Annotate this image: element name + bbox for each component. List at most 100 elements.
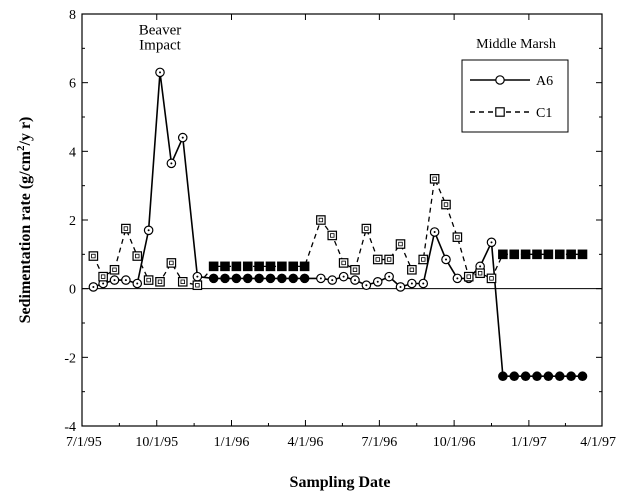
- data-point-dot: [113, 279, 116, 282]
- data-point-c1: [254, 261, 264, 272]
- data-point-a6: [220, 273, 230, 284]
- data-point-c1: [208, 261, 219, 272]
- data-point-inner: [112, 267, 117, 272]
- data-point-dot: [456, 277, 459, 280]
- data-point-inner: [398, 241, 403, 247]
- data-point-inner: [146, 277, 151, 283]
- axes: [81, 13, 603, 427]
- data-point-a6: [231, 273, 242, 284]
- data-point-a6: [566, 371, 576, 382]
- data-point-dot: [102, 282, 105, 285]
- data-point-inner: [386, 257, 392, 262]
- data-point-dot: [319, 277, 322, 280]
- y-axis-title: Sedimentation rate (g/cm2/y r): [15, 117, 34, 324]
- data-point-c1: [441, 199, 451, 210]
- data-point-c1: [498, 249, 508, 260]
- data-point-c1: [418, 254, 429, 265]
- y-tick-label: 4: [69, 145, 76, 160]
- x-tick-label: 7/1/95: [66, 435, 102, 450]
- data-point-dot: [354, 279, 356, 282]
- data-point-c1: [554, 249, 565, 260]
- data-point-a6: [532, 371, 542, 382]
- data-point-c1: [463, 271, 474, 282]
- x-tick-label: 7/1/96: [361, 435, 397, 450]
- data-point-c1: [277, 261, 287, 272]
- y-tick-label: 0: [69, 283, 76, 298]
- data-point-c1: [143, 275, 154, 285]
- legend-box: [461, 59, 569, 133]
- data-point-a6: [242, 273, 253, 284]
- data-point-dot: [331, 279, 334, 282]
- data-point-a6: [520, 371, 531, 382]
- legend-marker-a6: [495, 75, 505, 85]
- data-point-inner: [432, 176, 437, 181]
- data-point-c1: [395, 239, 406, 249]
- data-point-c1: [372, 254, 383, 265]
- x-tick-label: 4/1/97: [580, 435, 616, 450]
- data-point-dot: [159, 71, 161, 74]
- legend-label-c1: C1: [536, 106, 552, 121]
- annotation-text: Beaver: [139, 23, 181, 39]
- data-point-c1: [486, 273, 497, 284]
- data-point-inner: [341, 260, 346, 266]
- data-point-inner: [352, 267, 358, 272]
- legend-marker-c1: [495, 107, 505, 117]
- data-point-a6: [208, 273, 219, 284]
- data-point-inner: [489, 276, 494, 281]
- data-point-c1: [338, 258, 349, 268]
- data-point-c1: [109, 264, 120, 275]
- data-point-dot: [388, 275, 391, 278]
- data-point-c1: [316, 215, 326, 225]
- data-point-inner: [455, 234, 460, 240]
- data-point-inner: [123, 226, 129, 231]
- data-point-dot: [433, 231, 436, 234]
- data-point-inner: [157, 279, 163, 284]
- x-tick-label: 10/1/95: [135, 435, 178, 450]
- data-point-a6: [265, 273, 276, 284]
- data-point-a6: [577, 371, 588, 382]
- data-point-dot: [365, 284, 368, 287]
- data-point-c1: [407, 264, 417, 275]
- x-tick-label: 1/1/96: [214, 435, 250, 450]
- data-point-inner: [169, 260, 174, 266]
- data-point-c1: [98, 271, 108, 282]
- data-point-dot: [445, 258, 447, 261]
- data-point-dot: [376, 280, 379, 283]
- data-point-dot: [170, 162, 173, 165]
- legend-title: Middle Marsh: [476, 37, 556, 52]
- data-point-a6: [543, 371, 554, 382]
- data-point-inner: [330, 233, 335, 238]
- x-axis-title: Sampling Date: [290, 474, 391, 491]
- legend: Middle Marsh A6 C1: [461, 37, 569, 133]
- data-point-a6: [498, 371, 508, 382]
- data-point-inner: [135, 253, 140, 259]
- data-point-inner: [91, 253, 96, 259]
- data-point-c1: [532, 249, 542, 260]
- data-point-c1: [299, 261, 310, 272]
- data-point-inner: [318, 217, 324, 223]
- data-point-c1: [166, 258, 177, 268]
- x-tick-label: 1/1/97: [511, 435, 547, 450]
- y-tick-label: 2: [69, 214, 76, 229]
- data-point-a6: [254, 273, 264, 284]
- data-point-c1: [231, 261, 242, 272]
- data-point-c1: [327, 230, 338, 241]
- data-point-inner: [100, 274, 106, 279]
- data-point-c1: [452, 232, 463, 242]
- data-point-a6: [509, 371, 520, 382]
- series-line-c1: [92, 176, 583, 286]
- data-point-inner: [409, 267, 415, 272]
- data-point-c1: [384, 254, 394, 265]
- data-point-dot: [196, 275, 199, 278]
- data-point-dot: [399, 285, 402, 288]
- legend-label-a6: A6: [536, 74, 553, 89]
- data-point-c1: [429, 174, 440, 184]
- data-point-dot: [136, 282, 139, 285]
- data-point-c1: [509, 249, 520, 260]
- data-point-c1: [577, 249, 588, 260]
- data-point-c1: [132, 251, 143, 261]
- y-tick-label: 8: [69, 8, 76, 23]
- data-point-c1: [121, 223, 131, 234]
- y-tick-label: -2: [64, 351, 76, 366]
- data-point-a6: [554, 371, 565, 382]
